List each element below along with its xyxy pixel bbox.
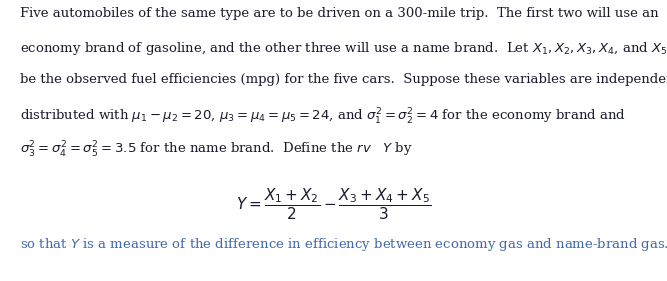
Text: Five automobiles of the same type are to be driven on a 300-mile trip.  The firs: Five automobiles of the same type are to… bbox=[20, 7, 658, 20]
Text: be the observed fuel efficiencies (mpg) for the five cars.  Suppose these variab: be the observed fuel efficiencies (mpg) … bbox=[20, 73, 667, 86]
Text: so that $Y$ is a measure of the difference in efficiency between economy gas and: so that $Y$ is a measure of the differen… bbox=[20, 236, 667, 253]
Text: $\sigma_3^2 = \sigma_4^2 = \sigma_5^2 = 3.5$ for the name brand.  Define the $rv: $\sigma_3^2 = \sigma_4^2 = \sigma_5^2 = … bbox=[20, 140, 413, 160]
Text: economy brand of gasoline, and the other three will use a name brand.  Let $X_1,: economy brand of gasoline, and the other… bbox=[20, 40, 667, 57]
Text: distributed with $\mu_1 - \mu_2 = 20$, $\mu_3 = \mu_4 = \mu_5 = 24$, and $\sigma: distributed with $\mu_1 - \mu_2 = 20$, $… bbox=[20, 106, 626, 127]
Text: $Y = \dfrac{X_1 + X_2}{2} - \dfrac{X_3 + X_4 + X_5}{3}$: $Y = \dfrac{X_1 + X_2}{2} - \dfrac{X_3 +… bbox=[236, 187, 431, 222]
